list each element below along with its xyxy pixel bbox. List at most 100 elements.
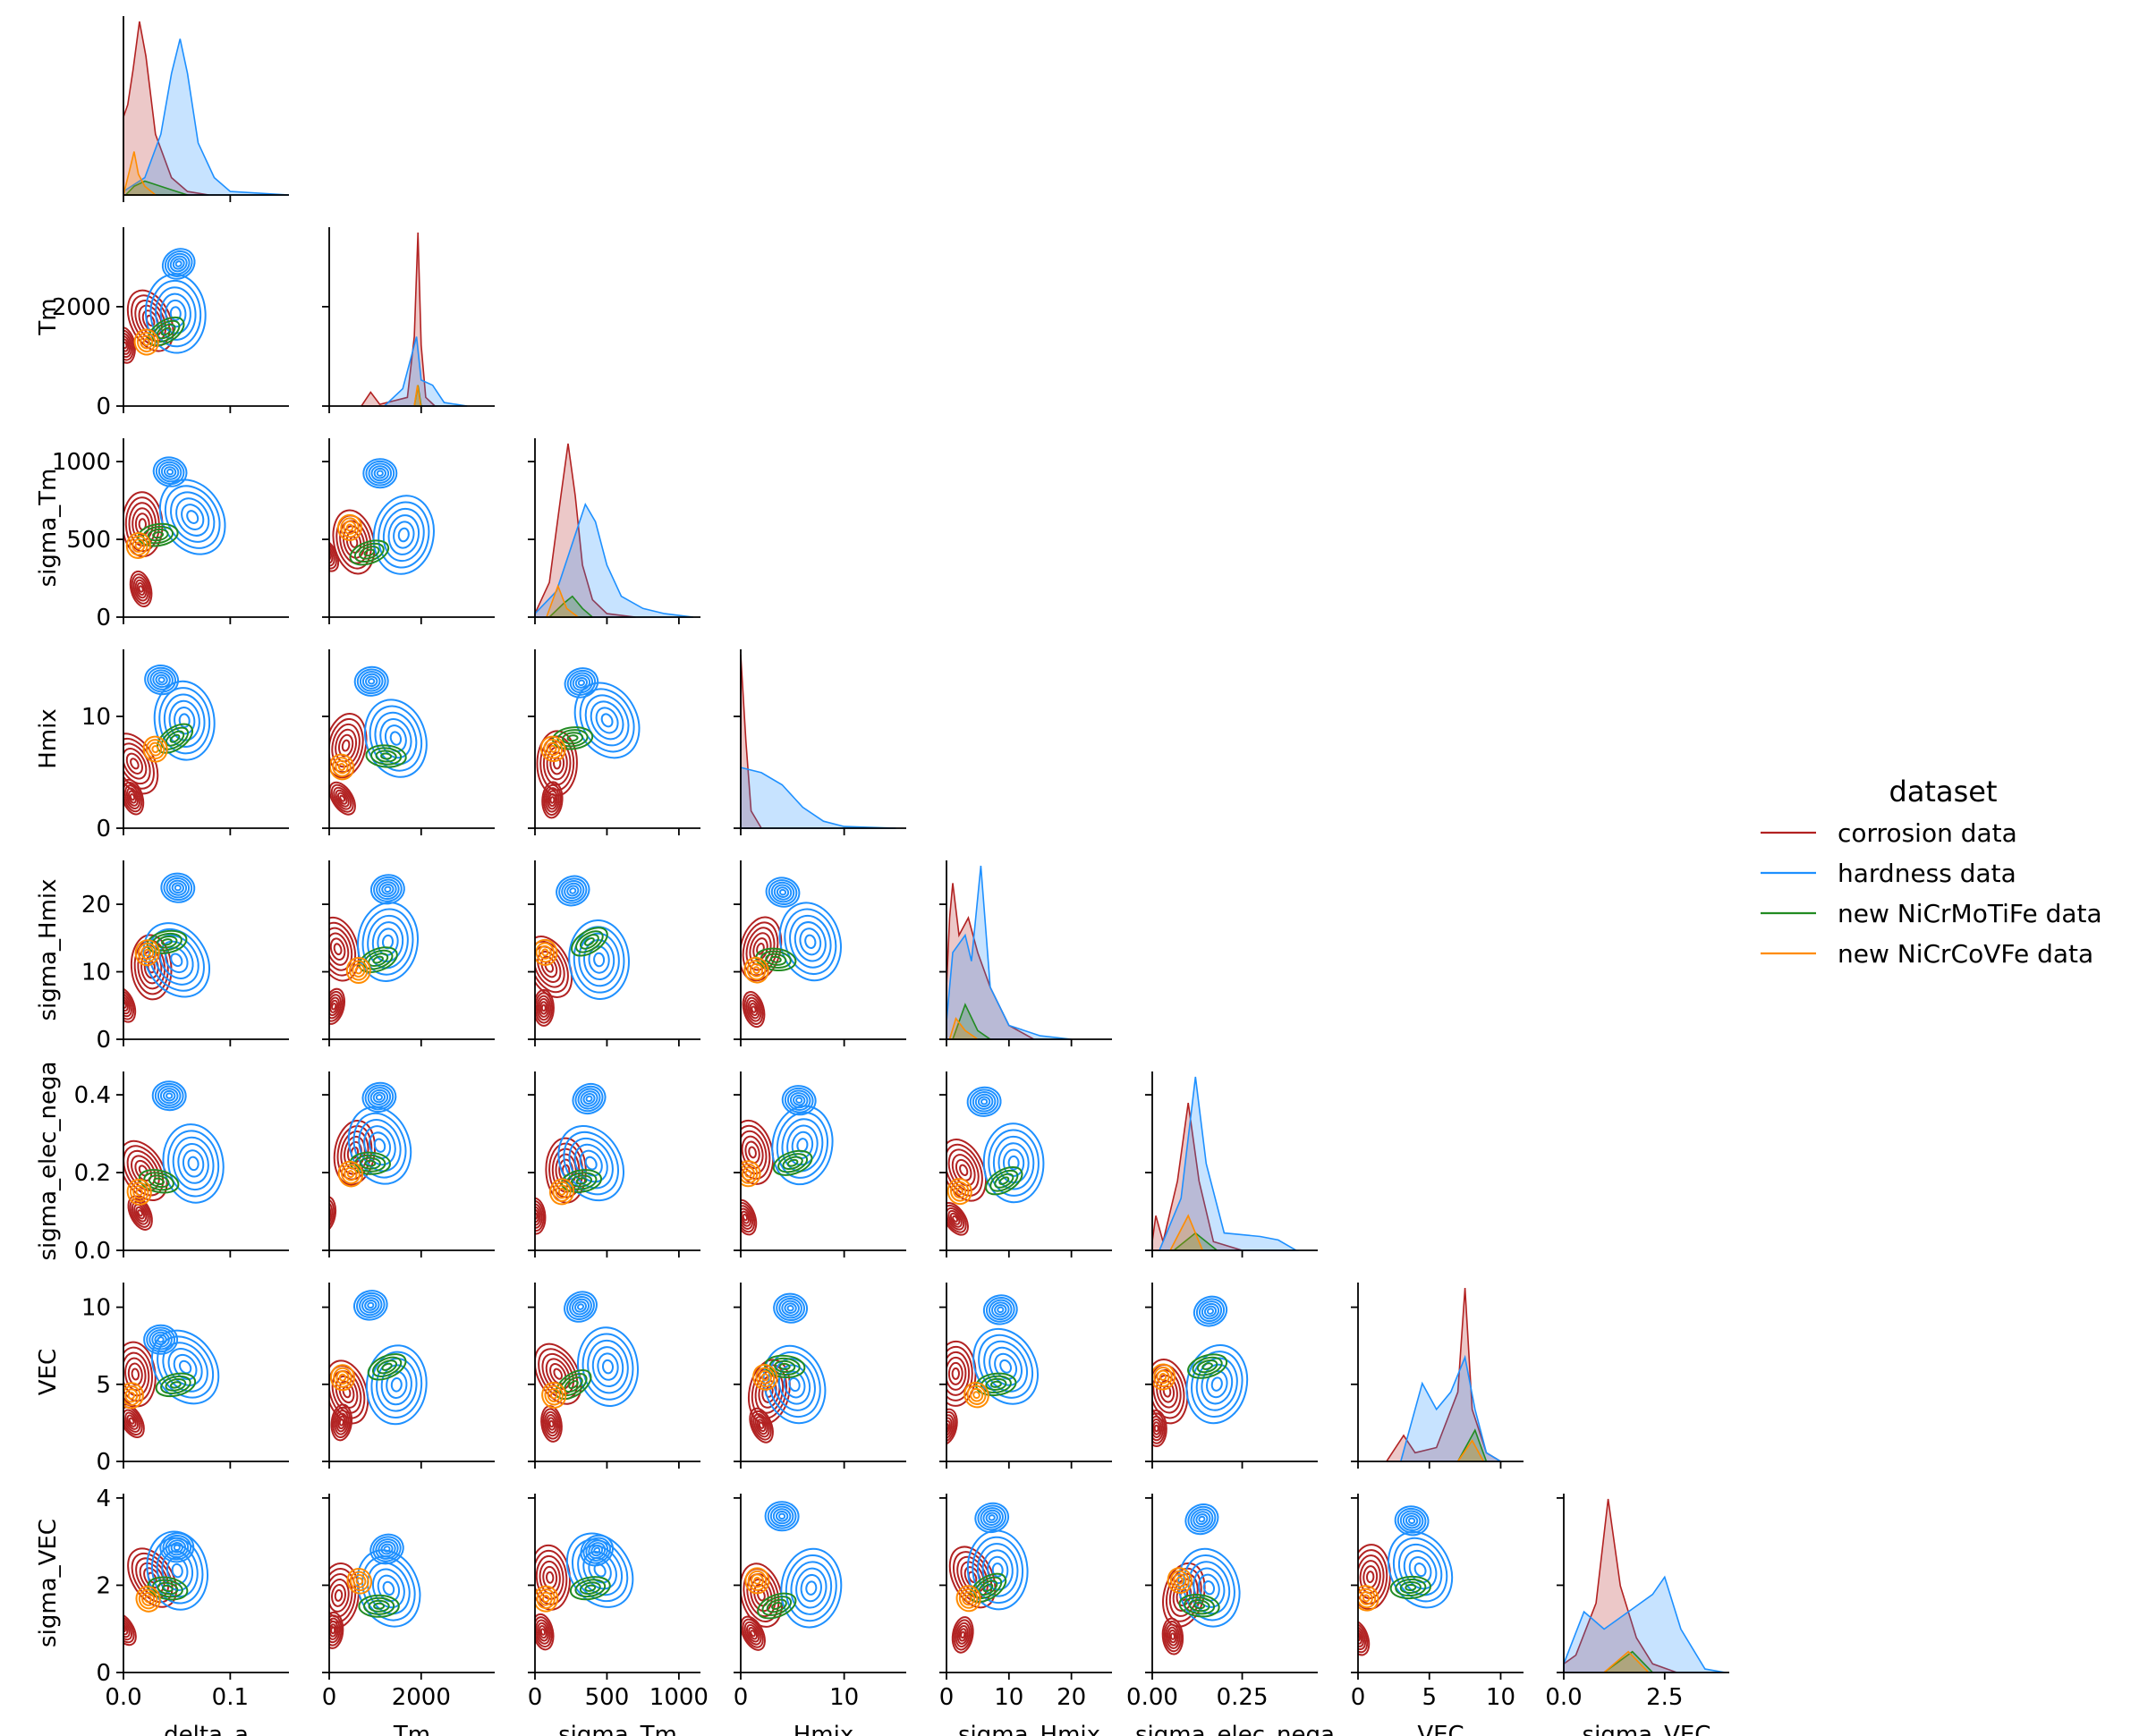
contour-corrosion-data-1-5 [131,573,151,605]
contour-new-nicrmotife-data-0-1 [566,734,579,742]
y-axis-label-sigma-elec-nega: sigma_elec_nega [35,1062,62,1261]
contour-corrosion-data-0-4 [134,300,167,343]
contour-corrosion-data-1-3 [535,1206,541,1226]
contour-hardness-data-0-4 [790,1561,833,1615]
contour-new-nicrcovfe-data-0-2 [1156,1369,1170,1385]
contour-hardness-data-0-2 [1198,1573,1220,1602]
contour-corrosion-data-1-6 [541,781,564,819]
contour-corrosion-data-1-6 [329,537,340,572]
contour-corrosion-data-0-2 [955,1158,972,1181]
contour-new-nicrmotife-data-0-3 [777,1153,809,1173]
panel-vec-vs-sigma-vec [1358,1505,1454,1656]
contour-corrosion-data-1-3 [335,789,350,808]
contour-new-nicrcovfe-data-0-2 [741,1166,756,1181]
contour-hardness-data-0-6 [1185,1343,1249,1425]
contour-hardness-data-0-4 [577,1545,624,1596]
contour-corrosion-data-1-2 [336,792,348,805]
x-tick-label-delta-a-0: 0.0 [105,1684,141,1711]
contour-new-nicrmotife-data-0-3 [980,1375,1012,1393]
contour-new-nicrmotife-data-0-1 [1193,1602,1206,1610]
contour-hardness-data-1-5 [969,1088,999,1115]
contour-corrosion-data-1-1 [1358,1634,1361,1642]
contour-new-nicrcovfe-data-0-2 [750,1573,764,1588]
contour-hardness-data-1-6 [352,1290,388,1321]
contour-hardness-data-0-5 [361,908,414,976]
contour-hardness-data-1-4 [585,1539,609,1562]
contour-hardness-data-1-1 [576,1303,585,1310]
contour-new-nicrcovfe-data-0-2 [124,1388,139,1403]
contour-new-nicrcovfe-data-0-1 [955,1187,963,1196]
contour-hardness-data-1-3 [361,673,381,690]
contour-new-nicrmotife-data-0-3 [575,930,604,953]
contour-new-nicrcovfe-data-0-1 [355,1577,364,1586]
contour-hardness-data-0-2 [1002,1148,1025,1177]
contour-new-nicrcovfe-data-0-3 [349,1571,369,1592]
contour-hardness-data-0-3 [795,1567,828,1609]
contour-hardness-data-1-3 [1193,1511,1211,1528]
contour-corrosion-data-1-1 [123,1625,126,1633]
contour-hardness-data-0-1 [178,1359,192,1375]
contour-corrosion-data-0-3 [539,1560,561,1595]
contour-hardness-data-0-4 [163,693,206,748]
contour-new-nicrmotife-data-0-4 [147,1576,189,1601]
contour-hardness-data-0-3 [380,1364,412,1406]
axes-sigma-tm-vec [528,1283,700,1469]
contour-hardness-data-0-1 [991,1562,1004,1578]
contour-new-nicrmotife-data-0-2 [165,1378,187,1392]
x-tick-label-sigma-vec-1: 2.5 [1646,1684,1683,1711]
contour-hardness-data-1-5 [784,1087,814,1114]
contour-hardness-data-1-6 [564,667,599,699]
contour-hardness-data-1-3 [772,1508,792,1525]
contour-corrosion-data-1-4 [946,1207,965,1231]
contour-new-nicrcovfe-data-0-1 [134,541,143,550]
contour-hardness-data-0-6 [365,1344,428,1426]
contour-hardness-data-0-1 [1202,1580,1216,1596]
contour-new-nicrmotife-data-0-1 [364,1159,377,1167]
x-tick-label-sigma-tm-2: 1000 [649,1684,709,1711]
contour-hardness-data-1-6 [982,1294,1018,1325]
contour-hardness-data-0-2 [987,1555,1009,1585]
contour-corrosion-data-1-4 [1165,1623,1181,1649]
contour-hardness-data-1-1 [157,1336,165,1343]
contour-new-nicrmotife-data-0-2 [765,953,787,966]
contour-corrosion-data-1-5 [953,1619,972,1651]
contour-corrosion-data-1-4 [743,1621,762,1646]
contour-hardness-data-0-2 [588,945,610,974]
contour-corrosion-data-1-2 [1152,1421,1161,1435]
axes-tm-vec [322,1283,495,1469]
contour-hardness-data-0-1 [397,527,410,543]
contour-new-nicrcovfe-data-0-2 [539,1591,553,1606]
contour-corrosion-data-0-3 [329,1578,350,1613]
contour-corrosion-data-0-4 [535,945,565,988]
contour-hardness-data-0-6 [144,273,207,354]
contour-corrosion-data-0-1 [131,1368,140,1381]
contour-hardness-data-1-2 [994,1304,1007,1316]
panel-tm-vs-sigma-vec [329,1533,421,1649]
contour-new-nicrcovfe-data-0-1 [151,745,159,754]
legend-label-new-nicrcovfe-data: new NiCrCoVFe data [1838,939,2093,969]
panel-sigma-hmix-vs-sigma-elec-nega [946,1086,1045,1236]
contour-new-nicrmotife-data-0-3 [559,1373,588,1397]
contour-corrosion-data-1-4 [535,1203,543,1229]
panel-sigma-vec-vs-sigma-vec [1563,1498,1726,1673]
contour-hardness-data-0-6 [1388,1530,1454,1609]
contour-new-nicrcovfe-data-0-4 [329,753,355,781]
contour-corrosion-data-1-6 [329,781,356,816]
contour-new-nicrmotife-data-0-2 [1196,1359,1218,1374]
contour-corrosion-data-1-6 [535,1613,555,1651]
contour-corrosion-data-0-1 [959,1164,969,1177]
contour-corrosion-data-1-2 [123,998,129,1012]
contour-hardness-data-1-1 [383,1545,391,1553]
contour-hardness-data-0-5 [768,1351,821,1418]
contour-corrosion-data-1-3 [747,999,760,1020]
contour-hardness-data-1-2 [775,1510,789,1522]
contour-hardness-data-1-3 [982,1509,1001,1526]
contour-hardness-data-0-1 [382,1580,395,1596]
axes-sigma-elec-nega-vec [1145,1283,1318,1469]
contour-new-nicrcovfe-data-0-1 [753,1576,761,1585]
contour-hardness-data-1-2 [171,882,184,894]
axes-delta-a-vec: 0 5 10 [81,1283,289,1476]
contour-hardness-data-1-2 [170,1541,183,1554]
contour-new-nicrmotife-data-0-4 [137,522,179,547]
contour-hardness-data-0-6 [146,1530,208,1611]
